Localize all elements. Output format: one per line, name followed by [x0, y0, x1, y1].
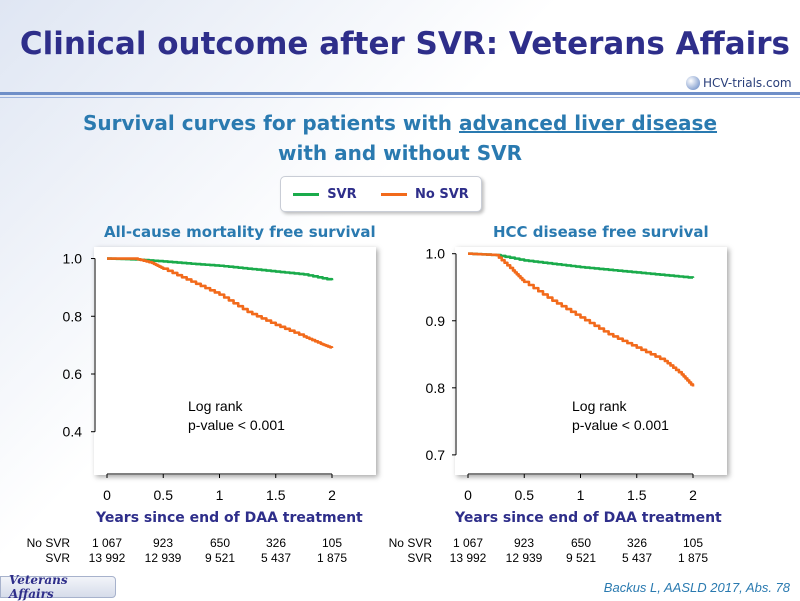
subtitle-line-1: Survival curves for patients with advanc… [0, 108, 800, 138]
citation: Backus L, AASLD 2017, Abs. 78 [603, 580, 790, 595]
x-tick-label-hcc-3: 1.5 [627, 487, 647, 503]
risk-cell-mortality-1-1: 12 939 [144, 551, 182, 565]
chart-frame-hcc [455, 247, 727, 475]
risk-cell-mortality-1-3: 5 437 [260, 551, 292, 565]
risk-cell-hcc-1-1: 12 939 [505, 551, 543, 565]
globe-icon [686, 76, 700, 90]
y-tick-label-hcc-1: 0.9 [426, 313, 446, 329]
risk-cell-hcc-0-0: 1 067 [452, 536, 484, 550]
risk-cell-hcc-1-2: 9 521 [565, 551, 597, 565]
slide-subtitle: Survival curves for patients with advanc… [0, 108, 800, 168]
y-tick-label-mortality-2: 0.6 [63, 366, 83, 382]
x-axis-label-mortality: Years since end of DAA treatment [96, 510, 363, 526]
y-tick-label-mortality-0: 1.0 [63, 251, 83, 267]
site-logo: HCV-trials.com [686, 76, 792, 90]
legend-item-svr: SVR [293, 186, 357, 202]
risk-cell-hcc-0-2: 650 [570, 536, 592, 550]
x-axis-label-hcc: Years since end of DAA treatment [455, 510, 722, 526]
y-tick-label-hcc-2: 0.8 [426, 380, 446, 396]
x-tick-label-hcc-1: 0.5 [515, 487, 535, 503]
risk-cell-hcc-0-4: 105 [682, 536, 704, 550]
risk-cell-mortality-0-3: 326 [265, 536, 287, 550]
risk-cell-mortality-0-0: 1 067 [91, 536, 123, 550]
risk-row-label-mortality-1: SVR [45, 551, 70, 565]
y-tick-label-mortality-1: 0.8 [63, 308, 83, 324]
x-tick-label-mortality-4: 2 [328, 487, 336, 503]
risk-cell-hcc-1-4: 1 875 [677, 551, 709, 565]
risk-cell-mortality-0-4: 105 [321, 536, 343, 550]
series-line-hcc-no-svr [468, 252, 695, 387]
legend-swatch-no-svr [381, 192, 408, 196]
x-tick-label-hcc-2: 1 [577, 487, 585, 503]
risk-cell-mortality-1-0: 13 992 [88, 551, 126, 565]
risk-cell-hcc-0-3: 326 [626, 536, 648, 550]
logo-text: HCV-trials.com [703, 76, 792, 90]
x-tick-label-hcc-0: 0 [464, 487, 472, 503]
risk-cell-mortality-1-2: 9 521 [204, 551, 236, 565]
title-divider-thin [0, 97, 800, 98]
title-divider [0, 92, 800, 95]
risk-row-label-hcc-1: SVR [407, 551, 432, 565]
chart-title-mortality: All-cause mortality free survival [104, 223, 376, 241]
annotation-hcc-0: Log rank [572, 398, 627, 414]
annotation-mortality-0: Log rank [188, 398, 243, 414]
page-title: Clinical outcome after SVR: Veterans Aff… [19, 26, 790, 62]
subtitle-line-2: with and without SVR [277, 141, 523, 165]
series-line-hcc-svr [468, 252, 695, 279]
legend-swatch-svr [293, 192, 320, 196]
chart-title-hcc: HCC disease free survival [493, 223, 709, 241]
footer-tag: Veterans Affairs [0, 573, 116, 601]
subtitle-text: Survival curves for patients with [82, 111, 459, 135]
x-tick-label-mortality-3: 1.5 [266, 487, 286, 503]
risk-cell-hcc-0-1: 923 [513, 536, 535, 550]
x-tick-label-mortality-0: 0 [103, 487, 111, 503]
chart-legend: SVR No SVR [280, 176, 482, 212]
annotation-hcc-1: p-value < 0.001 [572, 417, 669, 433]
legend-label-no-svr: No SVR [415, 186, 469, 202]
risk-row-label-mortality-0: No SVR [26, 536, 70, 550]
legend-item-no-svr: No SVR [381, 187, 469, 202]
chart-frame-mortality [94, 247, 376, 475]
risk-row-label-hcc-0: No SVR [388, 536, 432, 550]
y-tick-label-mortality-3: 0.4 [63, 424, 83, 440]
risk-cell-hcc-1-3: 5 437 [621, 551, 653, 565]
series-line-mortality-no-svr [107, 257, 334, 349]
x-tick-label-mortality-2: 1 [216, 487, 224, 503]
risk-cell-mortality-0-1: 923 [152, 536, 174, 550]
x-tick-label-mortality-1: 0.5 [154, 487, 174, 503]
y-tick-label-hcc-3: 0.7 [426, 447, 446, 463]
y-tick-label-hcc-0: 1.0 [426, 246, 446, 262]
chart-hcc: 1.0 0.9 0.8 0.7 0 0.5 1 1.5 2 Log rank p-value < 0… [426, 246, 698, 503]
risk-cell-mortality-0-2: 650 [209, 536, 231, 550]
annotation-mortality-1: p-value < 0.001 [188, 417, 285, 433]
chart-mortality: 1.0 0.8 0.6 0.4 0 0.5 1 1.5 2 Log rank p-value < 0… [63, 251, 337, 503]
subtitle-underlined: advanced liver disease [458, 111, 718, 135]
risk-cell-hcc-1-0: 13 992 [449, 551, 487, 565]
risk-cell-mortality-1-4: 1 875 [316, 551, 348, 565]
legend-label-svr: SVR [327, 186, 357, 202]
x-tick-label-hcc-4: 2 [689, 487, 697, 503]
